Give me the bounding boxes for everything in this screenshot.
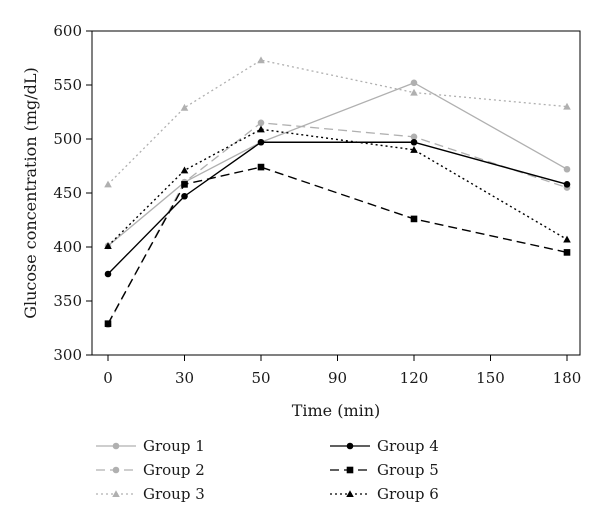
series-4: [104, 138, 571, 278]
series-line: [107, 166, 568, 325]
data-point: [410, 215, 418, 223]
legend-label: Group 3: [143, 485, 205, 503]
y-tick-label: 450: [53, 184, 82, 202]
data-point: [180, 166, 189, 174]
y-tick-label: 350: [53, 292, 82, 310]
legend-label: Group 5: [377, 461, 439, 479]
series-5: [104, 163, 571, 327]
y-tick-label: 300: [53, 346, 82, 364]
series-line: [107, 82, 568, 247]
data-point: [410, 133, 418, 141]
x-axis: 0 30 50 90 120 150 180: [103, 355, 581, 387]
series-line: [107, 128, 568, 247]
data-point: [563, 235, 571, 243]
data-point: [180, 103, 189, 111]
legend-label: Group 1: [143, 437, 205, 455]
data-point: [257, 163, 265, 171]
x-tick-label: 30: [175, 369, 194, 387]
data-point: [563, 102, 571, 110]
data-point: [410, 88, 418, 96]
data-point: [257, 125, 265, 133]
series-6: [104, 125, 571, 249]
x-tick-label: 120: [400, 369, 429, 387]
data-point: [104, 320, 112, 327]
y-axis-title: Glucose concentration (mg/dL): [21, 67, 40, 319]
series-1: [104, 79, 571, 250]
y-tick-label: 500: [53, 130, 82, 148]
legend-item: Group 3: [96, 485, 205, 503]
data-point: [563, 249, 571, 256]
legend-swatch-marker: [112, 466, 120, 474]
legend-item: Group 6: [330, 485, 439, 503]
legend-swatch-marker: [346, 442, 354, 450]
legend-label: Group 6: [377, 485, 439, 503]
x-tick-label: 90: [328, 369, 347, 387]
data-point: [563, 165, 571, 173]
data-point: [257, 119, 265, 127]
y-axis: 300 350 400 450 500 550 600: [53, 22, 92, 364]
data-point: [410, 79, 418, 87]
legend-swatch-marker: [346, 466, 354, 474]
legend-label: Group 4: [377, 437, 439, 455]
series-line: [107, 59, 568, 185]
legend-item: Group 5: [330, 461, 439, 479]
series-layer: [104, 56, 571, 329]
data-point: [410, 138, 418, 146]
data-point: [181, 192, 188, 200]
x-tick-label: 150: [476, 369, 505, 387]
legend-swatch-marker: [112, 490, 120, 498]
data-point: [104, 270, 112, 278]
data-point: [563, 181, 571, 188]
x-axis-title: Time (min): [292, 401, 381, 420]
x-tick-label: 180: [553, 369, 582, 387]
y-tick-label: 400: [53, 238, 82, 256]
data-point: [104, 242, 112, 249]
legend-label: Group 2: [143, 461, 205, 479]
data-point: [181, 181, 188, 188]
x-tick-label: 50: [251, 369, 270, 387]
legend-item: Group 2: [96, 461, 205, 479]
data-point: [104, 180, 112, 188]
series-3: [104, 56, 571, 188]
x-tick-label: 0: [103, 369, 113, 387]
series-line: [107, 122, 568, 326]
legend-item: Group 1: [96, 437, 205, 455]
data-point: [410, 146, 418, 153]
series-line: [107, 141, 568, 275]
legend-swatch-marker: [346, 490, 354, 498]
series-2: [104, 119, 571, 329]
legend-swatch-marker: [112, 442, 120, 450]
y-tick-label: 550: [53, 76, 82, 94]
y-tick-label: 600: [53, 22, 82, 40]
data-point: [257, 138, 265, 146]
legend-item: Group 4: [330, 437, 439, 455]
data-point: [257, 56, 265, 64]
legend: Group 1 Group 2 Group 3 Group 4 Group 5 Group…: [96, 437, 439, 503]
